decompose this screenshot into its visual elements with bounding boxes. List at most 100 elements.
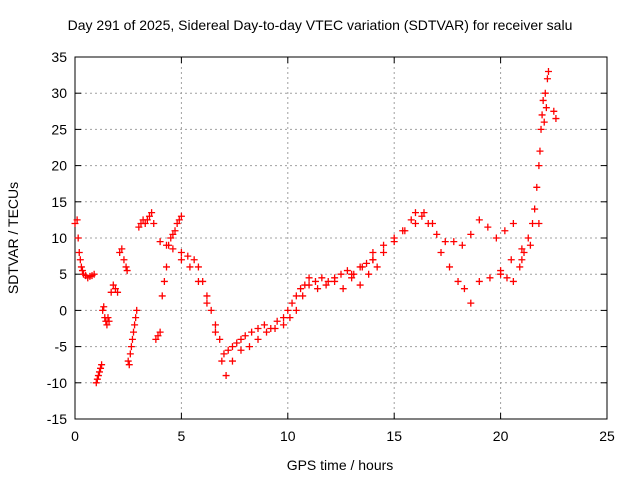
data-point [104,314,112,322]
data-point [284,306,292,314]
data-point [454,277,462,285]
data-point [123,267,131,275]
series-midday-2 [177,256,381,380]
data-point [90,270,98,278]
data-point [458,241,466,249]
y-tick-label: -10 [47,375,67,391]
data-point [475,216,483,224]
series-afternoon [348,209,543,278]
data-point [369,256,377,264]
data-point [550,107,558,115]
data-point [98,361,106,369]
data-point [116,248,124,256]
data-point [99,306,107,314]
y-tick-label: -15 [47,411,67,427]
data-point [533,183,541,191]
data-point [322,281,330,289]
data-point [111,285,119,293]
data-point [318,274,326,282]
data-point [228,343,236,351]
data-point [74,234,82,242]
data-point [299,292,307,300]
data-point [169,230,177,238]
data-point [128,335,136,343]
y-tick-label: -5 [55,339,68,355]
data-point [211,321,219,329]
data-point [305,274,313,282]
data-point [228,357,236,365]
y-tick-label: 0 [59,302,67,318]
data-point [280,314,288,322]
data-point [77,263,85,271]
data-point [411,209,419,217]
data-point [148,209,156,217]
data-point [163,241,171,249]
series-midday [156,238,377,358]
data-point [437,248,445,256]
data-point [526,241,534,249]
data-point [541,89,549,97]
data-point [184,252,192,260]
data-point [529,220,537,228]
data-point [538,111,546,119]
y-tick-label: 5 [59,266,67,282]
data-point [401,227,409,235]
data-point [552,115,560,123]
data-point [411,220,419,228]
data-point [248,328,256,336]
data-point [475,277,483,285]
data-point [94,372,102,380]
data-point [92,379,100,387]
data-point [531,205,539,213]
data-point [254,325,262,332]
data-point [211,328,219,336]
data-point [107,288,115,296]
data-point [156,328,164,336]
data-point [127,343,135,351]
data-point [120,256,128,264]
data-point [536,147,544,155]
data-point [78,267,86,275]
data-point [150,220,158,228]
data-point [132,314,140,322]
data-point [542,104,550,112]
data-point [100,303,108,311]
data-point [177,248,185,256]
data-point [158,292,166,300]
data-point [286,314,294,322]
series-early [71,209,185,387]
data-point [73,216,81,224]
data-point [373,263,381,271]
data-point [271,325,279,332]
data-point [537,125,545,133]
data-point [177,212,185,220]
data-point [418,212,426,220]
data-point [175,216,183,224]
data-point [450,238,458,246]
data-point [356,281,364,289]
data-point [540,118,548,126]
data-point [254,335,262,343]
data-point [305,281,313,289]
data-point [216,335,224,343]
x-axis-label: GPS time / hours [287,457,394,473]
x-axis-ticks: 0 5 10 15 20 25 [71,57,615,444]
data-point [135,223,143,231]
data-point [194,277,202,285]
data-point [535,162,543,170]
data-point [71,220,79,228]
data-point [194,263,202,271]
x-tick-label: 20 [493,428,509,444]
data-point [492,234,500,242]
data-point [222,372,230,380]
data-point [516,263,524,271]
x-tick-label: 5 [178,428,186,444]
data-point [160,277,168,285]
data-point [190,256,198,264]
data-point [501,227,509,235]
y-axis-ticks: -15 -10 -5 0 5 10 15 20 25 30 35 [47,49,607,427]
data-point [420,209,428,217]
y-axis-label: SDTVAR / TECUs [5,182,21,294]
data-point [331,277,339,285]
